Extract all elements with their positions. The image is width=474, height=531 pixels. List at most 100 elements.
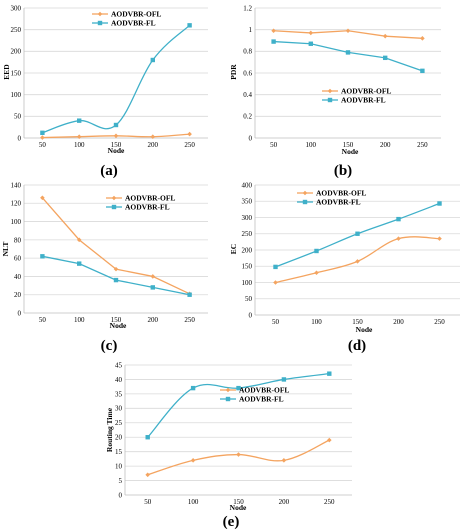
- data-point-ofl: [345, 28, 351, 34]
- x-tick-label: 250: [184, 316, 195, 324]
- panel-label: (d): [348, 338, 366, 354]
- y-tick-label: 120: [11, 200, 22, 208]
- y-tick-label: 300: [11, 4, 22, 12]
- data-point-ofl: [396, 236, 401, 241]
- data-point-ofl: [437, 236, 442, 241]
- data-point-ofl: [190, 458, 196, 463]
- panel-label: (b): [334, 163, 352, 179]
- y-tick-label: 150: [11, 69, 22, 77]
- data-point-ofl: [273, 280, 278, 285]
- data-point-ofl: [271, 28, 276, 34]
- x-tick-label: 150: [111, 141, 122, 149]
- y-tick-label: 250: [11, 26, 22, 34]
- data-point-fl: [396, 216, 401, 222]
- y-tick-label: 0.6: [243, 69, 252, 77]
- x-tick-label: 250: [434, 318, 445, 326]
- x-axis-title: Node: [342, 147, 359, 156]
- data-point-ofl: [308, 30, 314, 36]
- data-point-ofl: [382, 33, 388, 39]
- y-tick-label: 100: [242, 279, 253, 287]
- data-point-ofl: [145, 472, 150, 478]
- data-point-fl: [40, 130, 45, 135]
- y-tick-label: 400: [242, 181, 253, 189]
- data-point-ofl: [187, 131, 192, 137]
- y-tick-label: 0: [18, 134, 22, 142]
- y-tick-label: 20: [115, 434, 123, 442]
- x-axis-title: Node: [356, 325, 373, 334]
- legend-marker-ofl: [302, 190, 308, 196]
- legend-label-ofl: AODVBR-OFL: [316, 189, 366, 198]
- data-point-fl: [40, 254, 45, 259]
- data-point-fl: [437, 201, 442, 206]
- y-axis-title: PDR: [229, 64, 238, 80]
- data-point-fl: [355, 231, 360, 236]
- x-tick-label: 50: [270, 141, 278, 149]
- y-tick-label: 10: [115, 463, 123, 471]
- x-axis-title: Node: [108, 146, 125, 155]
- x-tick-label: 200: [380, 141, 391, 149]
- data-point-ofl: [420, 36, 425, 41]
- legend-label-ofl: AODVBR-OFL: [125, 194, 175, 203]
- data-point-ofl: [40, 195, 45, 201]
- data-point-fl: [314, 248, 319, 254]
- y-tick-label: 0: [18, 309, 22, 317]
- data-point-fl: [187, 23, 192, 28]
- data-point-fl: [187, 292, 192, 297]
- data-point-ofl: [327, 437, 332, 443]
- data-point-fl: [281, 377, 287, 382]
- data-point-fl: [383, 55, 388, 61]
- x-tick-label: 100: [74, 141, 85, 149]
- x-axis-title: Node: [110, 321, 127, 330]
- y-tick-label: 200: [11, 48, 22, 56]
- x-tick-label: 150: [343, 141, 354, 149]
- y-tick-label: 250: [242, 230, 253, 238]
- data-point-fl: [113, 277, 119, 283]
- y-tick-label: 5: [119, 477, 123, 485]
- y-tick-label: 300: [242, 214, 253, 222]
- legend-marker-fl: [97, 20, 103, 26]
- y-tick-label: 100: [11, 218, 22, 226]
- y-axis-title: Routing Time: [105, 407, 114, 452]
- legend-marker-fl: [225, 396, 231, 402]
- y-tick-label: 1: [249, 26, 253, 34]
- legend-label-fl: AODVBR-FL: [111, 19, 156, 28]
- y-tick-label: 25: [115, 419, 123, 427]
- data-point-ofl: [40, 135, 45, 140]
- legend-label-fl: AODVBR-FL: [125, 203, 170, 212]
- legend-marker-fl: [327, 97, 333, 103]
- legend-marker-fl: [302, 199, 308, 205]
- x-tick-label: 50: [39, 316, 47, 324]
- data-point-ofl: [113, 266, 119, 272]
- data-point-ofl: [281, 458, 287, 463]
- y-tick-label: 200: [242, 246, 253, 254]
- chart-panel-d: 0 50 100 150 200 250 300 350 400 50 100 150 200 250 EC…: [229, 181, 460, 354]
- x-tick-label: 200: [148, 316, 159, 324]
- y-tick-label: 15: [115, 448, 123, 456]
- y-tick-label: 40: [14, 273, 22, 281]
- data-point-fl: [271, 39, 276, 44]
- legend-marker-ofl: [111, 195, 117, 201]
- y-tick-label: 0.2: [243, 113, 252, 121]
- panel-label: (c): [101, 338, 118, 354]
- y-axis-title: EC: [229, 244, 238, 254]
- y-tick-label: 0: [249, 134, 253, 142]
- legend-label-ofl: AODVBR-OFL: [341, 87, 391, 96]
- y-tick-label: 0.8: [243, 48, 252, 56]
- data-point-ofl: [76, 237, 82, 243]
- data-point-ofl: [113, 133, 119, 139]
- y-tick-label: 50: [14, 113, 22, 121]
- data-point-fl: [273, 264, 278, 270]
- x-tick-label: 50: [272, 318, 280, 326]
- y-tick-label: 50: [245, 295, 253, 303]
- data-point-fl: [420, 68, 425, 74]
- legend-label-fl: AODVBR-FL: [341, 96, 386, 105]
- y-axis-title: EED: [2, 64, 11, 80]
- data-point-ofl: [355, 259, 360, 264]
- y-axis-title: NLT: [1, 242, 10, 257]
- legend-marker-fl: [111, 204, 117, 210]
- x-tick-label: 250: [324, 498, 335, 506]
- y-tick-label: 60: [14, 255, 22, 263]
- data-point-fl: [327, 371, 332, 376]
